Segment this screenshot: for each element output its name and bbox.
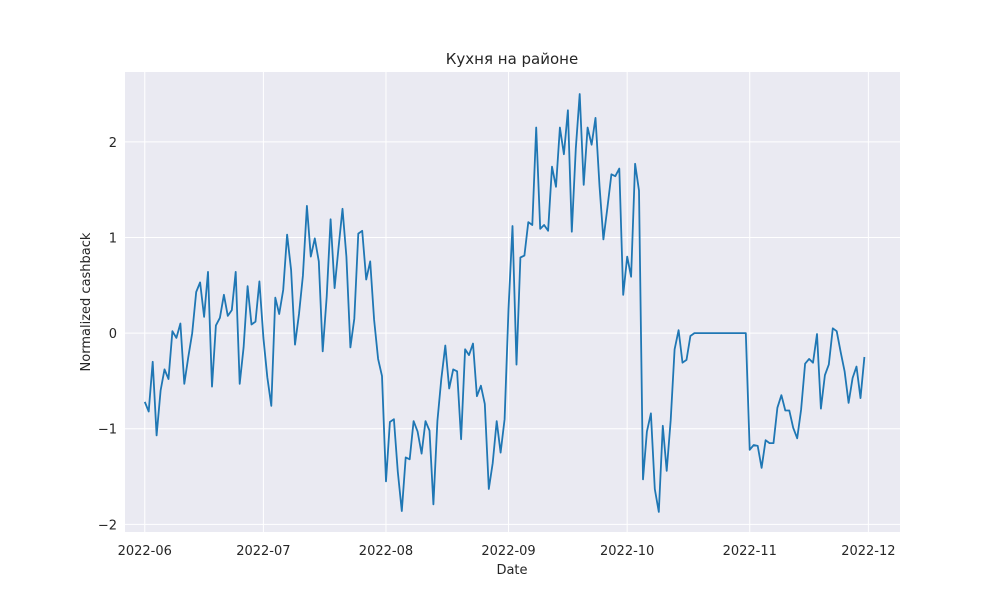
x-tick-label: 2022-11 (723, 544, 777, 559)
series-layer (143, 93, 866, 513)
y-tick-label: 1 (109, 231, 117, 246)
x-tick-label: 2022-07 (236, 544, 290, 559)
x-tick-label: 2022-08 (359, 544, 413, 559)
y-tick-label: −1 (98, 423, 117, 438)
y-tick-label: 0 (109, 327, 117, 342)
y-tick-label: −2 (98, 518, 117, 533)
x-axis-label: Date (496, 563, 527, 578)
series-line-0 (143, 93, 866, 513)
x-tick-label: 2022-09 (481, 544, 535, 559)
y-tick-label: 2 (109, 136, 117, 151)
grid (125, 72, 900, 532)
x-tick-label: 2022-10 (600, 544, 654, 559)
chart-title: Кухня на районе (446, 50, 578, 68)
x-tick-label: 2022-06 (118, 544, 172, 559)
x-tick-label: 2022-12 (841, 544, 895, 559)
y-axis-label: Normalized cashback (79, 232, 94, 371)
plot-area (125, 72, 900, 532)
tick-labels: 2022-06 2022-07 2022-08 2022-09 2022-10 2022-… (98, 136, 896, 559)
